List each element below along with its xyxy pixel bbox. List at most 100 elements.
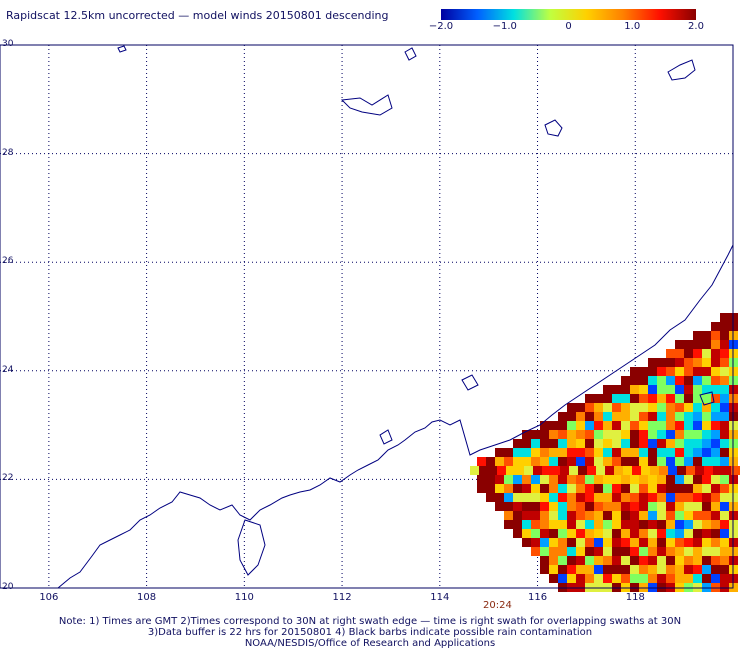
wind-difference-cell xyxy=(657,376,666,385)
wind-difference-cell xyxy=(549,493,558,502)
wind-difference-cell xyxy=(488,466,497,475)
wind-difference-cell xyxy=(675,520,684,529)
wind-difference-cell xyxy=(639,511,648,520)
wind-difference-cell xyxy=(531,457,540,466)
wind-difference-cell xyxy=(486,457,495,466)
wind-difference-cell xyxy=(497,466,506,475)
wind-difference-cell xyxy=(603,565,612,574)
wind-difference-cell xyxy=(666,349,675,358)
wind-difference-cell xyxy=(720,502,729,511)
wind-difference-cell xyxy=(549,484,558,493)
coastline-path xyxy=(237,519,266,576)
wind-difference-cell xyxy=(621,529,630,538)
wind-difference-cell xyxy=(684,565,693,574)
wind-difference-cell xyxy=(693,502,702,511)
wind-difference-cell xyxy=(540,529,549,538)
wind-difference-cell xyxy=(630,547,639,556)
wind-difference-cell xyxy=(621,520,630,529)
wind-difference-cell xyxy=(603,439,612,448)
wind-difference-cell xyxy=(576,565,585,574)
wind-difference-cell xyxy=(675,556,684,565)
wind-difference-cell xyxy=(702,403,711,412)
wind-difference-cell xyxy=(648,574,657,583)
wind-difference-cell xyxy=(666,520,675,529)
wind-difference-cell xyxy=(684,412,693,421)
wind-difference-cell xyxy=(648,367,657,376)
wind-difference-cell xyxy=(621,403,630,412)
wind-difference-cell xyxy=(648,502,657,511)
wind-difference-cell xyxy=(531,547,540,556)
wind-difference-cell xyxy=(585,520,594,529)
wind-difference-cell xyxy=(522,520,531,529)
wind-difference-cell xyxy=(612,547,621,556)
longitude-label: 106 xyxy=(39,592,59,603)
wind-difference-cell xyxy=(684,421,693,430)
wind-difference-cell xyxy=(711,547,720,556)
coastline-path xyxy=(699,391,715,406)
wind-difference-cell xyxy=(594,394,603,403)
wind-difference-cell xyxy=(693,376,702,385)
wind-difference-cell xyxy=(675,430,684,439)
wind-difference-cell xyxy=(693,421,702,430)
wind-difference-cell xyxy=(695,466,704,475)
wind-difference-cell xyxy=(531,520,540,529)
wind-difference-cell xyxy=(603,520,612,529)
wind-difference-cell xyxy=(522,439,531,448)
wind-difference-cell xyxy=(648,358,657,367)
wind-difference-cell xyxy=(711,439,720,448)
wind-difference-cell xyxy=(558,493,567,502)
wind-difference-cell xyxy=(603,403,612,412)
wind-difference-cell xyxy=(513,439,522,448)
wind-difference-cell xyxy=(639,457,648,466)
wind-difference-cell xyxy=(621,385,630,394)
wind-difference-cell xyxy=(576,421,585,430)
wind-difference-cell xyxy=(594,556,603,565)
wind-difference-cell xyxy=(711,565,720,574)
wind-difference-cell xyxy=(540,493,549,502)
wind-difference-cell xyxy=(576,457,585,466)
wind-difference-cell xyxy=(594,520,603,529)
wind-difference-cell xyxy=(657,502,666,511)
wind-difference-cell xyxy=(612,574,621,583)
swath-time: 20:24 xyxy=(483,600,512,611)
wind-difference-cell xyxy=(657,430,666,439)
wind-difference-cell xyxy=(576,412,585,421)
wind-difference-cell xyxy=(693,448,702,457)
wind-difference-cell xyxy=(648,394,657,403)
longitude-label: 112 xyxy=(332,592,352,603)
wind-difference-cell xyxy=(648,412,657,421)
wind-difference-cell xyxy=(675,403,684,412)
wind-difference-cell xyxy=(639,403,648,412)
wind-difference-cell xyxy=(684,574,693,583)
wind-difference-cell xyxy=(693,520,702,529)
wind-difference-cell xyxy=(650,466,659,475)
wind-difference-cell xyxy=(657,520,666,529)
wind-difference-cell xyxy=(540,430,549,439)
wind-difference-cell xyxy=(612,529,621,538)
wind-difference-cell xyxy=(684,520,693,529)
wind-difference-cell xyxy=(504,475,513,484)
wind-difference-cell xyxy=(702,439,711,448)
wind-difference-cell xyxy=(594,484,603,493)
wind-difference-cell xyxy=(513,529,522,538)
wind-difference-cell xyxy=(720,457,729,466)
wind-difference-cell xyxy=(612,565,621,574)
wind-difference-cell xyxy=(686,466,695,475)
wind-difference-cell xyxy=(648,493,657,502)
wind-difference-cell xyxy=(585,448,594,457)
wind-difference-cell xyxy=(549,511,558,520)
wind-difference-cell xyxy=(720,493,729,502)
wind-difference-cell xyxy=(558,511,567,520)
wind-difference-cell xyxy=(576,538,585,547)
wind-difference-cell xyxy=(639,412,648,421)
wind-difference-cell xyxy=(504,457,513,466)
wind-difference-cell xyxy=(720,484,729,493)
wind-difference-cell xyxy=(639,439,648,448)
wind-difference-cell xyxy=(720,394,729,403)
wind-difference-cell xyxy=(657,412,666,421)
wind-difference-cell xyxy=(630,520,639,529)
wind-difference-cell xyxy=(621,376,630,385)
wind-difference-cell xyxy=(693,529,702,538)
wind-difference-cell xyxy=(486,475,495,484)
wind-difference-cell xyxy=(684,484,693,493)
